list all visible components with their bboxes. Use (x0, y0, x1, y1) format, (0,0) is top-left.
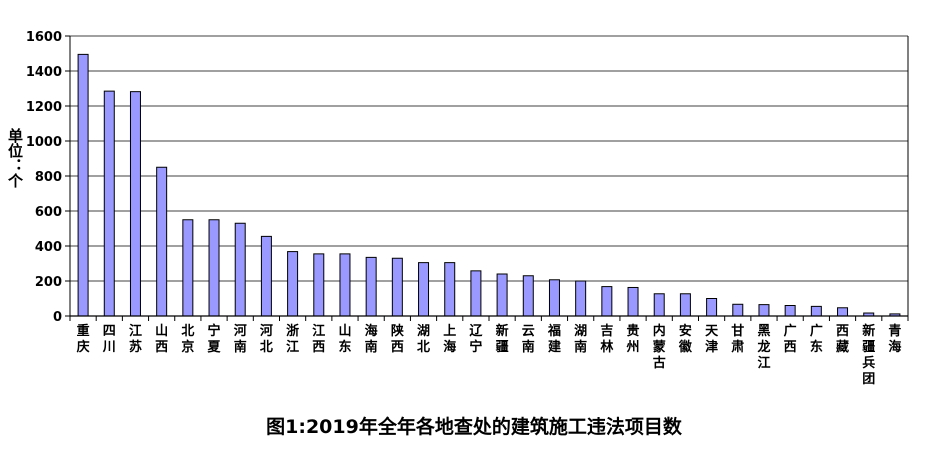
category-label: 四川 (102, 324, 116, 355)
bar-宁夏 (208, 219, 220, 317)
category-label: 新疆兵团 (862, 323, 875, 387)
bar-浙江 (287, 251, 299, 317)
category-label: 黑龙江 (757, 324, 770, 371)
bar-安徽 (679, 293, 691, 317)
category-label: 陕西 (391, 323, 405, 355)
category-label: 福建 (547, 323, 561, 355)
category-label: 青海 (888, 323, 901, 355)
category-label: 山东 (338, 323, 351, 355)
category-label: 北京 (181, 324, 194, 355)
category-label: 浙江 (286, 323, 299, 355)
y-tick-label: 600 (35, 205, 62, 220)
bar-山东 (339, 253, 351, 317)
category-label: 西藏 (836, 324, 849, 355)
bar-吉林 (601, 286, 613, 317)
bar-上海 (444, 262, 456, 317)
y-axis-label: 单位：个 (6, 128, 24, 188)
bar-河北 (260, 235, 272, 317)
y-tick-label: 1200 (26, 100, 62, 115)
bar-内蒙古 (653, 293, 665, 317)
y-tick-label: 1600 (26, 30, 62, 45)
bar-甘肃 (732, 303, 744, 317)
y-tick-label: 0 (53, 310, 62, 325)
category-label: 广东 (810, 323, 823, 355)
category-label: 河南 (234, 323, 247, 355)
bar-广西 (784, 305, 796, 317)
bar-重庆 (77, 53, 89, 317)
bars (77, 53, 901, 317)
bar-黑龙江 (758, 304, 770, 317)
bar-新疆 (496, 273, 508, 317)
category-label: 上海 (443, 324, 456, 355)
bar-四川 (103, 90, 115, 317)
bar-福建 (548, 279, 560, 317)
bar-江西 (313, 253, 325, 317)
category-label: 辽宁 (469, 324, 483, 355)
category-label: 海南 (365, 323, 378, 355)
bar-江苏 (129, 91, 141, 317)
gridlines (70, 35, 908, 317)
bar-广东 (810, 305, 822, 317)
category-label: 吉林 (600, 324, 613, 355)
axes (65, 35, 909, 321)
category-labels: 重庆四川江苏山西北京宁夏河南河北浙江江西山东海南陕西湖北上海辽宁新疆云南福建湖南… (76, 323, 902, 387)
bar-山西 (156, 166, 168, 317)
y-tick-labels: 0 200 400 600 800 1000 1200 1400 1600 (26, 30, 62, 325)
chart-title: 图1:2019年全年各地查处的建筑施工违法项目数 (266, 416, 682, 438)
bar-云南 (522, 275, 534, 317)
category-label: 山西 (155, 323, 168, 355)
category-label: 新疆 (496, 323, 509, 355)
category-label: 安徽 (678, 323, 693, 355)
category-label: 湖北 (417, 324, 430, 355)
category-label: 宁夏 (207, 323, 222, 355)
category-label: 内蒙古 (653, 323, 666, 371)
category-label: 云南 (522, 324, 535, 355)
y-tick-label: 200 (35, 275, 62, 290)
category-label: 重庆 (76, 323, 90, 355)
bar-贵州 (627, 286, 639, 317)
bar-河南 (234, 222, 246, 317)
category-label: 贵州 (626, 323, 640, 355)
bar-海南 (365, 256, 377, 317)
category-label: 江西 (312, 323, 325, 355)
bar-辽宁 (470, 270, 482, 317)
category-label: 湖南 (574, 324, 587, 355)
y-tick-label: 1000 (26, 135, 62, 150)
bar-湖北 (418, 262, 430, 317)
category-label: 广西 (784, 323, 797, 355)
bar-湖南 (575, 280, 587, 317)
y-tick-label: 800 (35, 170, 62, 185)
y-tick-label: 400 (35, 240, 62, 255)
bar-陕西 (391, 257, 403, 317)
bar-西藏 (837, 307, 849, 317)
bar-北京 (182, 219, 194, 317)
category-label: 河北 (260, 323, 273, 355)
category-label: 甘肃 (731, 323, 744, 355)
category-label: 天津 (705, 324, 719, 355)
bar-天津 (706, 298, 718, 317)
category-label: 江苏 (129, 323, 142, 355)
y-tick-label: 1400 (26, 65, 62, 80)
